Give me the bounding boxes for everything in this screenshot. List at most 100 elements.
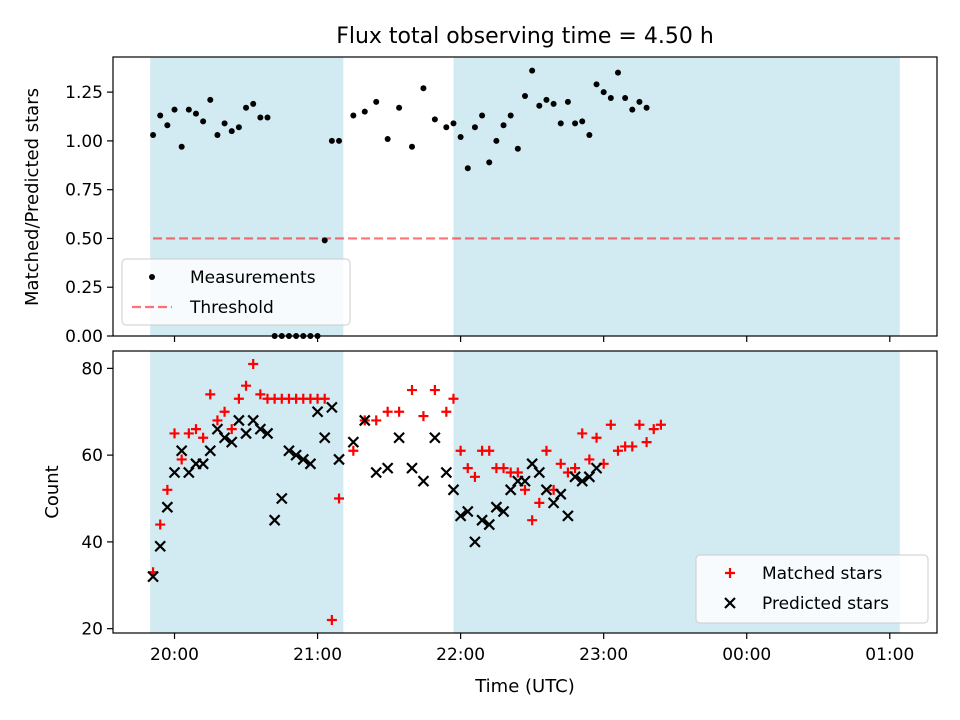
predicted-point bbox=[462, 505, 474, 518]
matched-point bbox=[371, 415, 382, 426]
measurement-point bbox=[514, 145, 521, 152]
y-tick-label: 60 bbox=[81, 446, 103, 466]
matched-point bbox=[541, 445, 552, 456]
measurement-point bbox=[250, 100, 257, 107]
y-tick-label: 40 bbox=[81, 533, 103, 553]
top-y-axis-label: Matched/Predicted stars bbox=[22, 88, 43, 306]
predicted-point bbox=[290, 449, 302, 461]
matched-point bbox=[382, 406, 393, 417]
series-matched-stars bbox=[148, 359, 666, 625]
legend-marker-predicted bbox=[724, 597, 736, 609]
legend-top: Measurements Threshold bbox=[121, 258, 351, 326]
matched-point bbox=[555, 458, 566, 469]
predicted-point bbox=[429, 431, 441, 444]
measurement-point bbox=[243, 104, 250, 111]
measurement-point bbox=[579, 118, 586, 125]
legend-label-threshold: Threshold bbox=[189, 298, 274, 318]
measurement-point bbox=[396, 104, 403, 111]
matched-point bbox=[648, 424, 659, 435]
measurement-point bbox=[629, 106, 636, 113]
matched-point bbox=[219, 406, 230, 417]
predicted-point bbox=[540, 484, 553, 496]
measurement-point bbox=[586, 132, 593, 139]
matched-point bbox=[584, 454, 595, 465]
matched-point bbox=[605, 419, 616, 430]
measurement-point bbox=[522, 93, 528, 100]
axes-frame bbox=[112, 56, 938, 337]
measurement-point bbox=[321, 237, 328, 244]
measurement-point bbox=[221, 120, 228, 127]
measurement-point bbox=[557, 120, 564, 127]
predicted-point bbox=[576, 475, 588, 487]
predicted-point bbox=[454, 510, 467, 522]
matched-point bbox=[255, 389, 266, 400]
matched-point bbox=[319, 393, 330, 404]
x-tick-label: 01:00 bbox=[865, 645, 914, 665]
matched-point bbox=[418, 411, 429, 422]
predicted-point bbox=[254, 423, 267, 435]
legend-marker-measurements bbox=[149, 274, 155, 280]
chart-title: Flux total observing time = 4.50 h bbox=[336, 24, 714, 49]
predicted-point bbox=[347, 436, 360, 448]
legend-marker-matched bbox=[725, 568, 735, 578]
matched-point bbox=[348, 445, 359, 456]
panel-count: 20 40 60 80 20:00 21:00 22:00 23:00 00:00 01:00 Ma… bbox=[81, 350, 938, 665]
measurement-point bbox=[500, 122, 507, 129]
measurement-point bbox=[257, 114, 264, 121]
matched-point bbox=[591, 432, 602, 443]
measurement-point bbox=[157, 112, 164, 119]
matched-point bbox=[429, 385, 440, 396]
measurement-point bbox=[479, 112, 486, 119]
matched-point bbox=[655, 419, 666, 430]
y-tick-label: 80 bbox=[81, 359, 103, 379]
measurement-point bbox=[373, 98, 380, 105]
measurement-point bbox=[622, 94, 629, 101]
matched-point bbox=[641, 437, 652, 448]
legend-label-predicted: Predicted stars bbox=[762, 594, 889, 614]
predicted-point bbox=[562, 510, 574, 522]
predicted-point bbox=[318, 431, 331, 444]
measurement-point bbox=[431, 116, 438, 123]
x-tick-label: 21:00 bbox=[293, 645, 342, 665]
predicted-point bbox=[304, 458, 317, 470]
measurement-point bbox=[384, 135, 391, 142]
legend-label-matched: Matched stars bbox=[762, 564, 882, 584]
measurement-point bbox=[457, 133, 464, 140]
measurement-point bbox=[408, 143, 415, 150]
predicted-point bbox=[326, 401, 338, 414]
measurement-point bbox=[207, 96, 214, 103]
matched-point bbox=[534, 497, 545, 508]
legend-bottom: Matched stars Predicted stars bbox=[695, 554, 929, 624]
matched-point bbox=[469, 471, 480, 482]
measurement-point bbox=[443, 124, 450, 131]
matched-point bbox=[462, 463, 473, 474]
measurement-point bbox=[235, 124, 242, 131]
x-tick-label: 22:00 bbox=[436, 645, 485, 665]
matched-point bbox=[183, 428, 194, 439]
measurement-point bbox=[507, 112, 514, 119]
predicted-point bbox=[268, 514, 281, 526]
predicted-point bbox=[590, 462, 603, 474]
y-tick-label: 1.25 bbox=[65, 83, 103, 103]
measurement-point bbox=[529, 67, 536, 74]
legend-label-measurements: Measurements bbox=[190, 268, 316, 288]
predicted-point bbox=[483, 518, 496, 531]
axes-frame bbox=[112, 350, 938, 634]
shaded-interval-0 bbox=[150, 351, 344, 633]
measurement-point bbox=[536, 102, 543, 109]
matched-point bbox=[334, 493, 345, 504]
predicted-point bbox=[476, 514, 488, 526]
measurement-point bbox=[614, 69, 621, 76]
predicted-point bbox=[283, 445, 295, 457]
predicted-point bbox=[417, 475, 430, 487]
series-measurements bbox=[150, 67, 650, 339]
matched-point bbox=[512, 467, 523, 478]
measurement-point bbox=[607, 94, 614, 101]
matched-point bbox=[233, 393, 244, 404]
plot-layer: 0.00 0.25 0.50 0.75 1.00 1.25 Measurements Thre… bbox=[65, 56, 938, 665]
x-tick-label: 00:00 bbox=[722, 645, 771, 665]
matched-point bbox=[162, 484, 173, 495]
legend-box bbox=[695, 554, 929, 624]
y-tick-label: 1.00 bbox=[65, 132, 103, 152]
